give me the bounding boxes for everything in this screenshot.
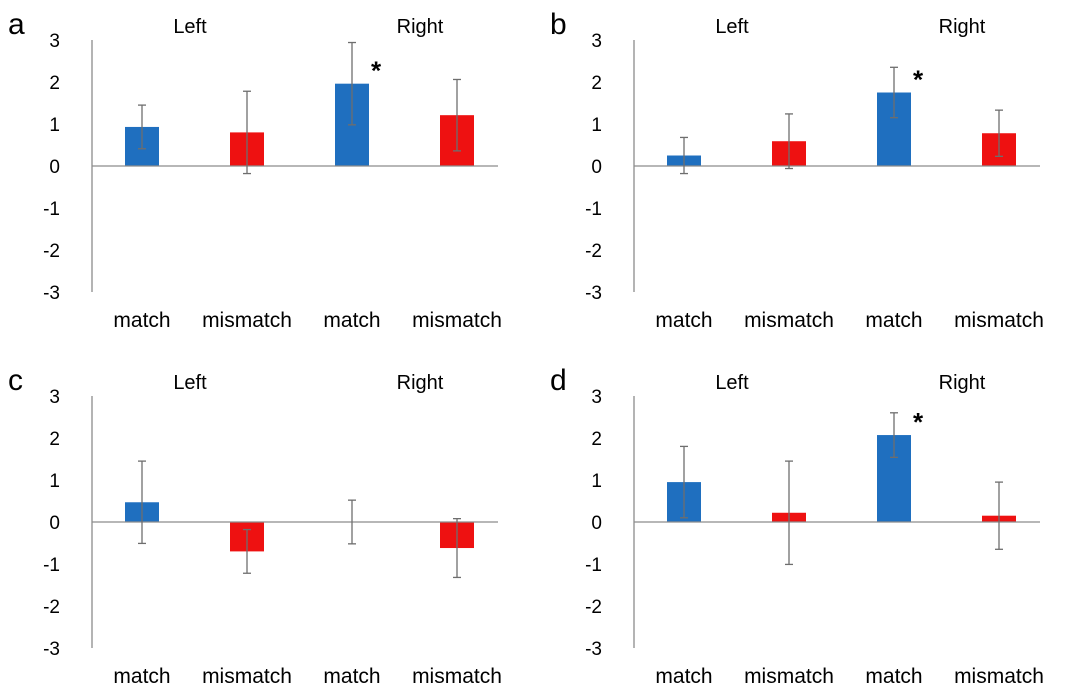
chart-panel-b: b Left Right 3 2 1 0 -1 -2 -3 * match mismatch match m… (550, 8, 1044, 332)
y-tick-label: -3 (43, 283, 60, 304)
y-tick-label: 3 (49, 387, 60, 408)
x-category-label: mismatch (412, 665, 502, 685)
y-tick-label: 3 (591, 387, 602, 408)
y-tick-label: 2 (591, 429, 602, 450)
significance-marker: * (913, 407, 924, 437)
group-label: Left (715, 372, 749, 394)
y-tick-label: -3 (585, 283, 602, 304)
group-label: Right (397, 16, 444, 38)
y-tick-label: -2 (43, 241, 60, 262)
chart-panel-d: d Left Right 3 2 1 0 -1 -2 -3 * match mismatch match m… (550, 364, 1044, 685)
y-tick-label: -2 (585, 241, 602, 262)
group-label: Left (173, 372, 207, 394)
y-tick-label: -3 (585, 639, 602, 660)
y-tick-label: 2 (49, 73, 60, 94)
y-tick-label: 2 (591, 73, 602, 94)
panel-letter: a (8, 8, 25, 41)
y-tick-label: 0 (49, 157, 60, 178)
y-tick-label: -3 (43, 639, 60, 660)
x-category-label: match (323, 309, 380, 332)
panel-letter: b (550, 8, 567, 41)
y-tick-label: 0 (49, 513, 60, 534)
group-label: Right (939, 16, 986, 38)
x-category-label: match (113, 309, 170, 332)
group-label: Left (173, 16, 207, 38)
y-tick-label: 1 (49, 115, 60, 136)
y-tick-label: -1 (585, 199, 602, 220)
group-label: Right (939, 372, 986, 394)
y-tick-label: -1 (43, 555, 60, 576)
x-category-label: match (113, 665, 170, 685)
y-tick-label: -2 (585, 597, 602, 618)
y-tick-label: -1 (43, 199, 60, 220)
x-category-label: match (655, 309, 712, 332)
y-tick-label: 2 (49, 429, 60, 450)
x-category-label: mismatch (202, 309, 292, 332)
x-category-label: match (655, 665, 712, 685)
group-label: Left (715, 16, 749, 38)
y-tick-label: 1 (591, 115, 602, 136)
y-tick-label: 1 (49, 471, 60, 492)
y-tick-label: 1 (591, 471, 602, 492)
chart-panel-c: c Left Right 3 2 1 0 -1 -2 -3 match mismatch match mi… (8, 364, 502, 685)
y-tick-label: 3 (591, 31, 602, 52)
x-category-label: mismatch (954, 309, 1044, 332)
panel-letter: c (8, 364, 23, 397)
y-tick-label: 0 (591, 157, 602, 178)
group-label: Right (397, 372, 444, 394)
x-category-label: mismatch (744, 665, 834, 685)
x-category-label: mismatch (954, 665, 1044, 685)
y-tick-label: -2 (43, 597, 60, 618)
panel-letter: d (550, 364, 567, 397)
x-category-label: mismatch (744, 309, 834, 332)
x-category-label: match (865, 309, 922, 332)
x-category-label: mismatch (202, 665, 292, 685)
x-category-label: match (323, 665, 380, 685)
chart-panel-a: a Left Right 3 2 1 0 -1 -2 -3 * match mismatch match m… (8, 8, 502, 332)
y-tick-label: 3 (49, 31, 60, 52)
x-category-label: match (865, 665, 922, 685)
significance-marker: * (913, 65, 924, 95)
significance-marker: * (371, 56, 382, 86)
y-tick-label: -1 (585, 555, 602, 576)
x-category-label: mismatch (412, 309, 502, 332)
y-tick-label: 0 (591, 513, 602, 534)
